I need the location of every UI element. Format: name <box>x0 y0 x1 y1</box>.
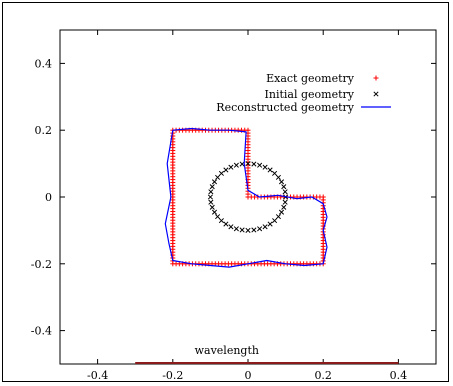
legend-marker-exact <box>373 75 379 81</box>
legend-label: Reconstructed geometry <box>216 101 354 114</box>
y-tick-label: -0.4 <box>31 325 52 338</box>
plot-area <box>164 127 328 268</box>
annotation: wavelength <box>135 344 399 364</box>
tick-marks <box>60 30 436 364</box>
y-tick-label: 0.2 <box>35 124 53 137</box>
legend: Exact geometry Initial geometryReconstruc… <box>216 72 391 114</box>
initial-geometry-point <box>275 174 281 180</box>
y-tick-label: -0.2 <box>31 258 52 271</box>
initial-geometry-point <box>267 167 273 173</box>
initial-geometry-point <box>281 204 287 210</box>
initial-geometry-point <box>251 227 257 233</box>
initial-geometry-point <box>207 194 213 200</box>
tick-labels: -0.4 -0.2 0 0.2 0.4 -0.4 -0.2 0 0.2 0.4 <box>31 57 407 382</box>
initial-geometry-point <box>208 199 214 205</box>
initial-geometry-point <box>257 162 263 168</box>
initial-geometry-point <box>245 227 251 233</box>
initial-geometry-point <box>245 161 251 167</box>
initial-geometry-point <box>228 224 234 230</box>
initial-geometry-point <box>251 161 257 167</box>
initial-geometry-point <box>257 226 263 232</box>
initial-geometry-point <box>262 164 268 170</box>
initial-geometry-point <box>239 161 245 167</box>
x-tick-label: -0.4 <box>87 369 108 382</box>
initial-geometry-point <box>282 189 288 195</box>
y-tick-label: 0 <box>45 191 52 204</box>
initial-geometry-point <box>239 227 245 233</box>
x-tick-label: 0 <box>245 369 252 382</box>
initial-geometry-point <box>218 170 224 176</box>
initial-geometry-point <box>223 167 229 173</box>
x-tick-label: -0.2 <box>162 369 183 382</box>
initial-geometry-point <box>215 214 221 220</box>
x-tick-label: 0.2 <box>314 369 332 382</box>
wavelength-label: wavelength <box>195 344 259 357</box>
initial-geometry-point <box>215 174 221 180</box>
reconstructed-geometry-line <box>164 127 328 268</box>
initial-geometry-point <box>223 221 229 227</box>
initial-geometry-point <box>228 164 234 170</box>
initial-geometry-point <box>272 218 278 224</box>
initial-geometry-point <box>278 179 285 185</box>
initial-geometry-point <box>267 221 273 227</box>
initial-geometry-point <box>282 199 288 205</box>
initial-geometry-point <box>233 226 239 232</box>
initial-geometry-point <box>218 218 224 224</box>
initial-geometry-point <box>278 209 285 215</box>
initial-geometry-point <box>208 189 214 195</box>
legend-marker-initial <box>373 91 379 97</box>
initial-geometry-point <box>209 184 215 190</box>
x-tick-label: 0.4 <box>390 369 408 382</box>
initial-geometry-point <box>211 209 218 215</box>
initial-geometry-point <box>275 214 281 220</box>
initial-geometry-point <box>272 170 278 176</box>
figure-frame <box>2 2 449 382</box>
initial-geometry-point <box>211 179 218 185</box>
initial-geometry-point <box>262 224 268 230</box>
y-tick-label: 0.4 <box>35 57 53 70</box>
legend-label: Initial geometry <box>265 88 355 101</box>
initial-geometry-point <box>281 184 287 190</box>
initial-geometry-point <box>233 162 239 168</box>
legend-label: Exact geometry <box>266 72 355 85</box>
initial-geometry-point <box>209 204 215 210</box>
